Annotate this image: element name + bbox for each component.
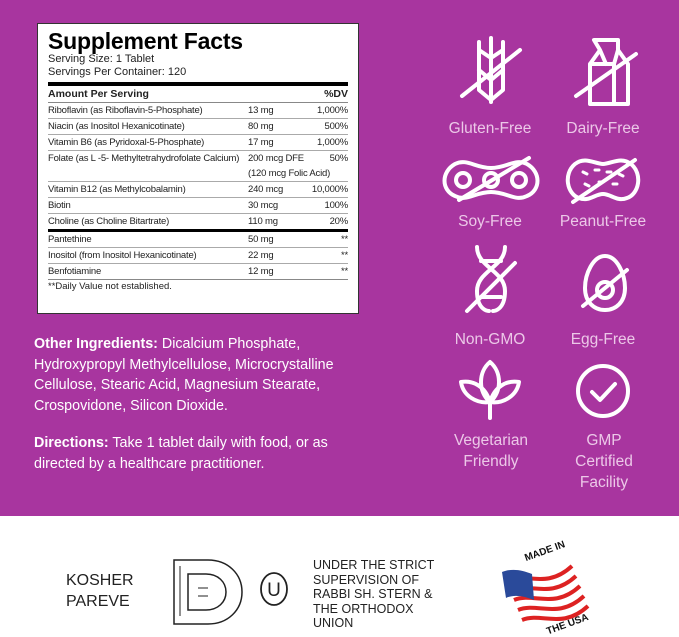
nutrient-dv: ** [341,234,348,245]
nutrient-dv: ** [341,266,348,277]
ou-symbol-icon: U [260,572,288,606]
supervision-line: UNION [313,616,354,630]
nutrient-name: Vitamin B6 (as Pyridoxal-5-Phosphate) [48,137,205,148]
dna-crossed-icon [465,245,517,313]
leaf-icon [459,360,521,420]
badge-gmp-certified-facility: GMP Certified Facility [575,432,633,491]
nutrient-name: Vitamin B12 (as Methylcobalamin) [48,184,186,195]
nutrient-row: Vitamin B12 (as Methylcobalamin) 240 mcg 1… [48,182,348,198]
nutrient-dv: ** [341,250,348,261]
supervision-line: RABBI SH. STERN & [313,587,433,601]
kosher-text: KOSHER [66,572,134,589]
other-ingredients-label: Other Ingredients: [34,336,158,352]
badge-gluten-free: Gluten-Free [448,120,532,137]
nutrient-dv: 20% [329,216,349,227]
nutrient-row: Niacin (as Inositol Hexanicotinate) 80 mg… [48,119,348,135]
nutrient-row: Inositol (from Inositol Hexanicotinate) 2… [48,248,348,264]
nutrient-row: Vitamin B6 (as Pyridoxal-5-Phosphate) 17 … [48,135,348,151]
soybean-crossed-icon [442,156,540,202]
nutrient-dv: 1,000% [316,137,348,148]
peanut-crossed-icon [565,158,641,204]
nutrient-name: Riboflavin (as Riboflavin-5-Phosphate) [48,105,203,116]
nutrient-dv: 50% [329,153,349,164]
nutrient-amount: 22 mg [248,250,274,261]
nutrient-row: Choline (as Choline Bitartrate) 110 mg 20% [48,214,348,229]
footnote: **Daily Value not established. [48,279,348,294]
nutrient-amount: 240 mcg [248,184,284,195]
badge-non-gmo: Non-GMO [454,331,526,348]
egg-crossed-icon [581,253,629,313]
nutrient-name: Pantethine [48,234,92,245]
nutrient-amount: 30 mcg [248,200,278,211]
badge-vegetarian-friendly: Vegetarian Friendly [453,432,529,470]
directions-label: Directions: [34,435,109,451]
other-ingredients-text: Dicalcium Phosphate, Hydroxypropyl Methy… [34,336,334,414]
pareve-text: PAREVE [66,593,130,610]
servings-per-container: Servings Per Container: 120 [48,66,187,78]
nutrient-note: (120 mcg Folic Acid) [248,168,331,179]
supplement-facts-label: Supplement Facts Serving Size: 1 Tablet … [37,23,359,314]
supervision-line: SUPERVISION OF [313,572,420,587]
nutrient-amount: 17 mg [248,137,274,148]
nutrient-row: Riboflavin (as Riboflavin-5-Phosphate) 13… [48,103,348,119]
supervision-line: UNDER THE STRICT [313,558,435,572]
supervision-line: THE ORTHODOX [313,601,414,616]
nutrient-name: Folate (as L -5- Methyltetrahydrofolate … [48,153,240,164]
wheat-crossed-icon [460,36,522,104]
made-in-text: MADE IN [523,540,566,564]
badge-peanut-free: Peanut-Free [559,213,647,230]
other-ingredients: Other Ingredients: Dicalcium Phosphate, … [34,334,374,416]
supervision-text: UNDER THE STRICT SUPERVISION OF RABBI SH… [313,558,434,631]
directions: Directions: Take 1 tablet daily with foo… [34,433,374,474]
nutrient-name: Inositol (from Inositol Hexanicotinate) [48,250,197,261]
badge-dairy-free: Dairy-Free [566,120,640,137]
nutrient-amount: 200 mcg DFE [248,153,304,164]
dv-header: %DV [324,88,348,100]
nutrient-row: Folate (as L -5- Methyltetrahydrofolate … [48,151,348,182]
milk-carton-crossed-icon [574,38,638,106]
nutrient-amount: 13 mg [248,105,274,116]
nutrient-name: Benfotiamine [48,266,102,277]
nutrient-amount: 110 mg [248,216,278,227]
nutrient-row: Benfotiamine 12 mg ** [48,264,348,279]
ou-letter: U [267,580,281,601]
nutrient-amount: 12 mg [248,266,274,277]
nutrient-dv: 1,000% [316,105,348,116]
checkmark-circle-icon [576,364,630,418]
nutrient-row: Pantethine 50 mg ** [48,232,348,248]
nutrient-row: Biotin 30 mcg 100% [48,198,348,214]
nutrient-name: Niacin (as Inositol Hexanicotinate) [48,121,185,132]
kosher-pareve: KOSHER PAREVE [66,570,134,612]
nutrient-name: Choline (as Choline Bitartrate) [48,216,170,227]
nutrient-name: Biotin [48,200,71,211]
nutrient-amount: 50 mg [248,234,274,245]
facts-header: Amount Per Serving %DV [48,86,348,103]
nutrient-dv: 10,000% [311,184,348,195]
made-in-usa-flag-icon: MADE IN THE USA [502,540,590,637]
nutrient-dv: 100% [324,200,349,211]
nutrient-dv: 500% [324,121,349,132]
amount-header: Amount Per Serving [48,88,149,100]
directions-text: Take 1 tablet daily with food, or as dir… [34,435,328,472]
badge-egg-free: Egg-Free [570,331,636,348]
nutrient-amount: 80 mg [248,121,274,132]
kosher-seal-icon [173,559,243,625]
facts-title: Supplement Facts [48,28,243,54]
serving-size: Serving Size: 1 Tablet [48,53,155,65]
badge-soy-free: Soy-Free [458,213,522,230]
